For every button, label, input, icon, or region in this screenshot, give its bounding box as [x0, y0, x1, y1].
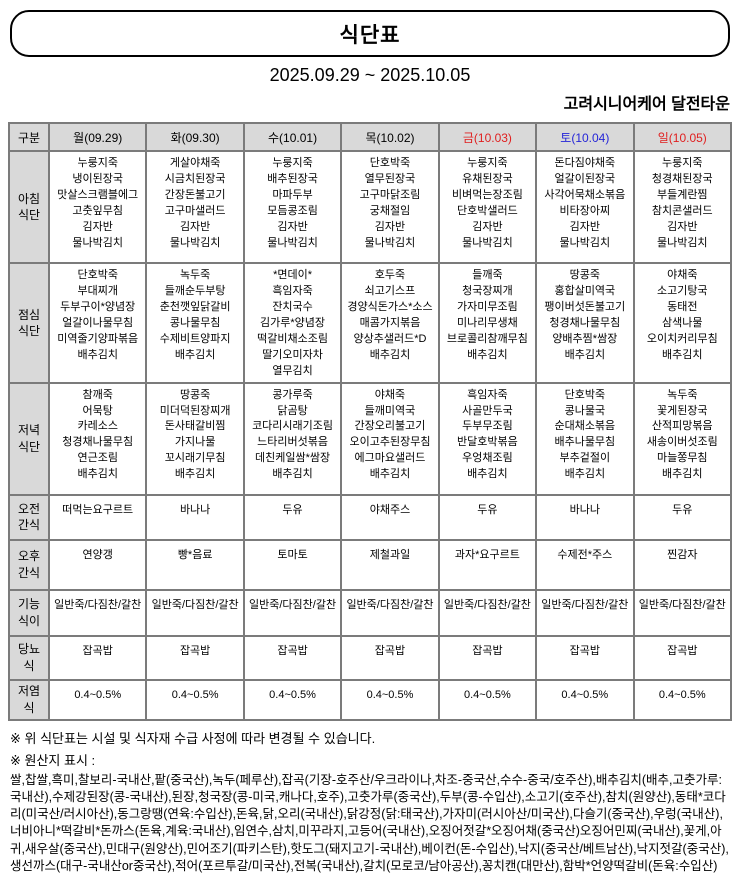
- breakfast-cell-thu: 단호박죽 열무된장국 고구마닭조림 궁채절임 김자반 물나박김치: [340, 150, 440, 264]
- texture-diet-cell-tue: 일반죽/다짐찬/갈찬: [145, 588, 245, 637]
- afternoon-snack-cell-sun: 찐감자: [632, 538, 733, 591]
- afternoon-snack-cell-tue: 빵*음료: [145, 538, 245, 591]
- low-salt-diet-cell-wed: 0.4~0.5%: [242, 678, 343, 721]
- table-row-lunch: 점심식단 단호박죽 부대찌개 두부구이*양념장 얼갈이나물무침 미역줄기양파볶음 …: [8, 262, 733, 384]
- change-notice: ※ 위 식단표는 시설 및 식자재 수급 사정에 따라 변경될 수 있습니다.: [10, 730, 376, 746]
- morning-snack-cell-tue: 바나나: [145, 493, 245, 541]
- page-title: 식단표: [10, 10, 730, 57]
- low-salt-diet-cell-fri: 0.4~0.5%: [437, 678, 538, 721]
- origin-label: ※ 원산지 표시 :: [10, 752, 96, 768]
- morning-snack-cell-wed: 두유: [242, 493, 343, 541]
- date-range: 2025.09.29 ~ 2025.10.05: [269, 65, 471, 85]
- menu-table-body: 아침식단 누룽지죽 냉이된장국 맛살스크램블에그 고춧잎무침 김자반 물나박김치 게…: [8, 150, 733, 721]
- dinner-cell-tue: 땅콩죽 미더덕된장찌개 돈사태갈비찜 가지나물 꼬시래기무침 배추김치: [145, 381, 245, 496]
- dinner-cell-mon: 참깨죽 어묵탕 카레소스 청경채나물무침 연근조림 배추김치: [47, 381, 148, 496]
- lunch-cell-sun: 야채죽 소고기탕국 동태전 삼색나물 오이치커리무침 배추김치: [632, 262, 733, 384]
- breakfast-cell-wed: 누룽지죽 배추된장국 마파두부 모듬콩조림 김자반 물나박김치: [242, 150, 343, 264]
- menu-table-header: 구분 월(09.29) 화(09.30) 수(10.01) 목(10.02) 금(10.0…: [8, 122, 733, 152]
- afternoon-snack-cell-mon: 연양갱: [47, 538, 148, 591]
- lunch-cell-sat: 땅콩죽 홍합살미역국 팽이버섯돈불고기 청경채나물무침 양배추찜*쌈장 배추김치: [535, 262, 635, 384]
- low-salt-diet-cell-tue: 0.4~0.5%: [145, 678, 245, 721]
- day-header-thu: 목(10.02): [340, 122, 440, 152]
- dinner-cell-fri: 흑임자죽 사골만두국 두부무조림 반달호박볶음 우엉채조림 배추김치: [437, 381, 538, 496]
- breakfast-cell-mon: 누룽지죽 냉이된장국 맛살스크램블에그 고춧잎무침 김자반 물나박김치: [47, 150, 148, 264]
- breakfast-cell-sun: 누룽지죽 청경채된장국 부들계란찜 참치콘샐러드 김자반 물나박김치: [632, 150, 733, 264]
- morning-snack-cell-sun: 두유: [632, 493, 733, 541]
- morning-snack-cell-sat: 바나나: [535, 493, 635, 541]
- texture-diet-cell-thu: 일반죽/다짐찬/갈찬: [340, 588, 440, 637]
- row-label-lunch: 점심식단: [8, 262, 50, 384]
- texture-diet-cell-fri: 일반죽/다짐찬/갈찬: [437, 588, 538, 637]
- lunch-cell-tue: 녹두죽 들깨순두부탕 춘천깻잎닭갈비 콩나물무침 수제비트양파지 배추김치: [145, 262, 245, 384]
- diabetic-diet-cell-fri: 잡곡밥: [437, 634, 538, 681]
- header-row: 구분 월(09.29) 화(09.30) 수(10.01) 목(10.02) 금(10.0…: [8, 122, 733, 152]
- row-label-low-salt-diet: 저염식: [8, 678, 50, 721]
- table-row-low-salt-diet: 저염식 0.4~0.5% 0.4~0.5% 0.4~0.5% 0.4~0.5% 0.4~0…: [8, 678, 733, 721]
- row-label-afternoon-snack: 오후간식: [8, 538, 50, 591]
- diabetic-diet-cell-wed: 잡곡밥: [242, 634, 343, 681]
- texture-diet-cell-sun: 일반죽/다짐찬/갈찬: [632, 588, 733, 637]
- texture-diet-cell-sat: 일반죽/다짐찬/갈찬: [535, 588, 635, 637]
- day-header-wed: 수(10.01): [242, 122, 343, 152]
- afternoon-snack-cell-sat: 수제전*주스: [535, 538, 635, 591]
- table-row-morning-snack: 오전간식 떠먹는요구르트 바나나 두유 야채주스 두유 바나나 두유: [8, 493, 733, 541]
- afternoon-snack-cell-fri: 과자*요구르트: [437, 538, 538, 591]
- facility-name: 고려시니어케어 달전타운: [563, 96, 730, 113]
- row-label-texture-diet: 기능식이: [8, 588, 50, 637]
- texture-diet-cell-wed: 일반죽/다짐찬/갈찬: [242, 588, 343, 637]
- diabetic-diet-cell-mon: 잡곡밥: [47, 634, 148, 681]
- table-row-dinner: 저녁식단 참깨죽 어묵탕 카레소스 청경채나물무침 연근조림 배추김치 땅콩죽 미더…: [8, 381, 733, 496]
- footnotes: ※ 위 식단표는 시설 및 식자재 수급 사정에 따라 변경될 수 있습니다. …: [10, 728, 730, 875]
- low-salt-diet-cell-sun: 0.4~0.5%: [632, 678, 733, 721]
- table-row-texture-diet: 기능식이 일반죽/다짐찬/갈찬 일반죽/다짐찬/갈찬 일반죽/다짐찬/갈찬 일반죽/다짐…: [8, 588, 733, 637]
- morning-snack-cell-thu: 야채주스: [340, 493, 440, 541]
- row-label-breakfast: 아침식단: [8, 150, 50, 264]
- menu-table: 구분 월(09.29) 화(09.30) 수(10.01) 목(10.02) 금(10.0…: [8, 122, 733, 721]
- diabetic-diet-cell-tue: 잡곡밥: [145, 634, 245, 681]
- day-header-sun: 일(10.05): [632, 122, 733, 152]
- dinner-cell-sat: 단호박죽 콩나물국 순대채소볶음 배추나물무침 부추겉절이 배추김치: [535, 381, 635, 496]
- lunch-cell-wed: *면데이* 흑임자죽 잔치국수 김가루*양념장 떡갈비채소조림 딸기오미자차 열…: [242, 262, 343, 384]
- low-salt-diet-cell-thu: 0.4~0.5%: [340, 678, 440, 721]
- low-salt-diet-cell-mon: 0.4~0.5%: [47, 678, 148, 721]
- table-row-breakfast: 아침식단 누룽지죽 냉이된장국 맛살스크램블에그 고춧잎무침 김자반 물나박김치 게…: [8, 150, 733, 264]
- diabetic-diet-cell-sat: 잡곡밥: [535, 634, 635, 681]
- afternoon-snack-cell-wed: 토마토: [242, 538, 343, 591]
- breakfast-cell-fri: 누룽지죽 유채된장국 비벼먹는장조림 단호박샐러드 김자반 물나박김치: [437, 150, 538, 264]
- row-label-dinner: 저녁식단: [8, 381, 50, 496]
- breakfast-cell-sat: 돈다짐야채죽 얼갈이된장국 사각어묵채소볶음 비타장아찌 김자반 물나박김치: [535, 150, 635, 264]
- lunch-cell-thu: 호두죽 쇠고기스프 경양식돈가스*소스 매콤가지볶음 양상추샐러드*D 배추김치: [340, 262, 440, 384]
- low-salt-diet-cell-sat: 0.4~0.5%: [535, 678, 635, 721]
- morning-snack-cell-fri: 두유: [437, 493, 538, 541]
- origin-text: 쌀,찹쌀,흑미,찰보리-국내산,팥(중국산),녹두(페루산),잡곡(기장-호주산…: [10, 772, 729, 873]
- morning-snack-cell-mon: 떠먹는요구르트: [47, 493, 148, 541]
- day-header-tue: 화(09.30): [145, 122, 245, 152]
- lunch-cell-mon: 단호박죽 부대찌개 두부구이*양념장 얼갈이나물무침 미역줄기양파볶음 배추김치: [47, 262, 148, 384]
- dinner-cell-sun: 녹두죽 꽃게된장국 산적피망볶음 새송이버섯조림 마늘쫑무침 배추김치: [632, 381, 733, 496]
- afternoon-snack-cell-thu: 제철과일: [340, 538, 440, 591]
- breakfast-cell-tue: 게살야채죽 시금치된장국 간장돈불고기 고구마샐러드 김자반 물나박김치: [145, 150, 245, 264]
- row-label-morning-snack: 오전간식: [8, 493, 50, 541]
- dinner-cell-thu: 야채죽 들깨미역국 간장오리불고기 오이고추된장무침 에그마요샐러드 배추김치: [340, 381, 440, 496]
- corner-label: 구분: [8, 122, 50, 152]
- diabetic-diet-cell-sun: 잡곡밥: [632, 634, 733, 681]
- lunch-cell-fri: 들깨죽 청국장찌개 가자미무조림 미나리무생채 브로콜리참깨무침 배추김치: [437, 262, 538, 384]
- diabetic-diet-cell-thu: 잡곡밥: [340, 634, 440, 681]
- texture-diet-cell-mon: 일반죽/다짐찬/갈찬: [47, 588, 148, 637]
- day-header-sat: 토(10.04): [535, 122, 635, 152]
- table-row-diabetic-diet: 당뇨식 잡곡밥 잡곡밥 잡곡밥 잡곡밥 잡곡밥 잡곡밥 잡곡밥: [8, 634, 733, 681]
- row-label-diabetic-diet: 당뇨식: [8, 634, 50, 681]
- table-row-afternoon-snack: 오후간식 연양갱 빵*음료 토마토 제철과일 과자*요구르트 수제전*주스 찐감자: [8, 538, 733, 591]
- day-header-mon: 월(09.29): [47, 122, 148, 152]
- day-header-fri: 금(10.03): [437, 122, 538, 152]
- dinner-cell-wed: 콩가루죽 닭곰탕 코다리시래기조림 느타리버섯볶음 데친케일쌈*쌈장 배추김치: [242, 381, 343, 496]
